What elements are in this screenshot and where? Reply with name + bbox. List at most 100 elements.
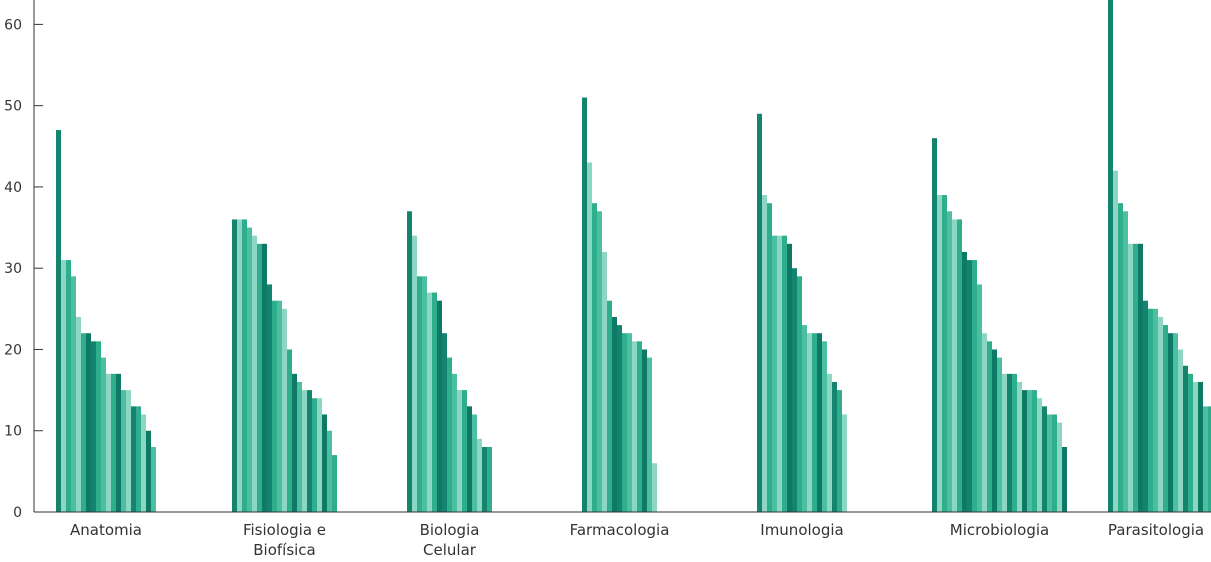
- bar: [477, 438, 482, 512]
- bar: [317, 398, 322, 512]
- bar: [937, 195, 942, 513]
- bar: [1007, 373, 1012, 512]
- bar: [417, 276, 422, 512]
- bar: [957, 219, 962, 512]
- bar: [116, 373, 121, 512]
- bar: [842, 414, 847, 512]
- bar: [81, 333, 86, 512]
- bar: [1128, 243, 1133, 513]
- bar: [1022, 390, 1027, 512]
- bar: [642, 349, 647, 512]
- bar: [1203, 406, 1208, 512]
- bar: [136, 406, 141, 512]
- y-tick-label: 10: [4, 424, 22, 440]
- bar: [422, 276, 427, 512]
- bar: [151, 446, 156, 512]
- bar: [457, 390, 462, 512]
- bar: [1118, 203, 1123, 512]
- bar: [302, 390, 307, 512]
- bar: [1113, 170, 1118, 512]
- bar: [1173, 333, 1178, 512]
- bar: [1052, 414, 1057, 512]
- y-tick-label: 50: [4, 99, 22, 115]
- bar: [1032, 390, 1037, 512]
- bar: [762, 195, 767, 513]
- bar: [121, 390, 126, 512]
- category-label-line: Parasitologia: [1108, 521, 1204, 539]
- bar: [427, 292, 432, 512]
- category-label-line: Anatomia: [70, 521, 142, 539]
- bar: [1163, 325, 1168, 512]
- bar: [131, 406, 136, 512]
- bar: [101, 357, 106, 512]
- y-tick-label: 60: [4, 17, 22, 33]
- bar: [432, 292, 437, 512]
- bar: [617, 325, 622, 512]
- bar: [827, 373, 832, 512]
- bar: [277, 300, 282, 512]
- category-label: Anatomia: [70, 521, 142, 539]
- y-axis: 0 10 20 30 40 50 60: [4, 0, 1211, 521]
- bar: [1062, 446, 1067, 512]
- bar: [787, 243, 792, 513]
- bar: [782, 235, 787, 512]
- bar: [987, 341, 992, 512]
- bar: [452, 373, 457, 512]
- bar: [111, 373, 116, 512]
- bar: [1198, 381, 1203, 512]
- bar: [597, 211, 602, 513]
- category-label: Farmacologia: [570, 521, 670, 539]
- category-label: Fisiologia e Biofísica: [243, 521, 326, 559]
- bar: [992, 349, 997, 512]
- bar: [96, 341, 101, 512]
- bar: [1138, 243, 1143, 513]
- bar: [282, 308, 287, 512]
- bar: [307, 390, 312, 512]
- bar: [1148, 308, 1153, 512]
- bar: [1002, 373, 1007, 512]
- bar: [967, 260, 972, 512]
- bar: [332, 455, 337, 512]
- bar: [632, 341, 637, 512]
- bar: [812, 333, 817, 512]
- bar: [106, 373, 111, 512]
- bar: [1208, 406, 1211, 512]
- bar: [807, 333, 812, 512]
- bar: [997, 357, 1002, 512]
- bar: [141, 414, 146, 512]
- bar: [647, 357, 652, 512]
- bar: [817, 333, 822, 512]
- bar: [242, 219, 247, 512]
- y-tick-label: 40: [4, 180, 22, 196]
- bar: [442, 333, 447, 512]
- bar: [1183, 365, 1188, 512]
- category-label-line: Farmacologia: [570, 521, 670, 539]
- bar: [932, 138, 937, 512]
- bar: [1193, 381, 1198, 512]
- bar: [1057, 422, 1062, 512]
- bar: [982, 333, 987, 512]
- bar: [1168, 333, 1173, 512]
- bar: [327, 430, 332, 512]
- bar: [777, 235, 782, 512]
- bar: [837, 390, 842, 512]
- category-labels: Anatomia Fisiologia e Biofísica Biologia Cel…: [70, 521, 1204, 559]
- bar: [947, 211, 952, 513]
- category-label: Parasitologia: [1108, 521, 1204, 539]
- category-label: Imunologia: [760, 521, 843, 539]
- bar: [232, 219, 237, 512]
- bar: [822, 341, 827, 512]
- category-label-line: Biologia: [420, 521, 480, 539]
- bar: [977, 284, 982, 512]
- bar: [247, 227, 252, 513]
- bar: [287, 349, 292, 512]
- bar: [1143, 300, 1148, 512]
- bar: [126, 390, 131, 512]
- bar: [1012, 373, 1017, 512]
- category-label: Microbiologia: [950, 521, 1049, 539]
- bar: [272, 300, 277, 512]
- category-label-line: Biofísica: [253, 541, 316, 559]
- bars-layer: [56, 0, 1211, 513]
- bar: [297, 381, 302, 512]
